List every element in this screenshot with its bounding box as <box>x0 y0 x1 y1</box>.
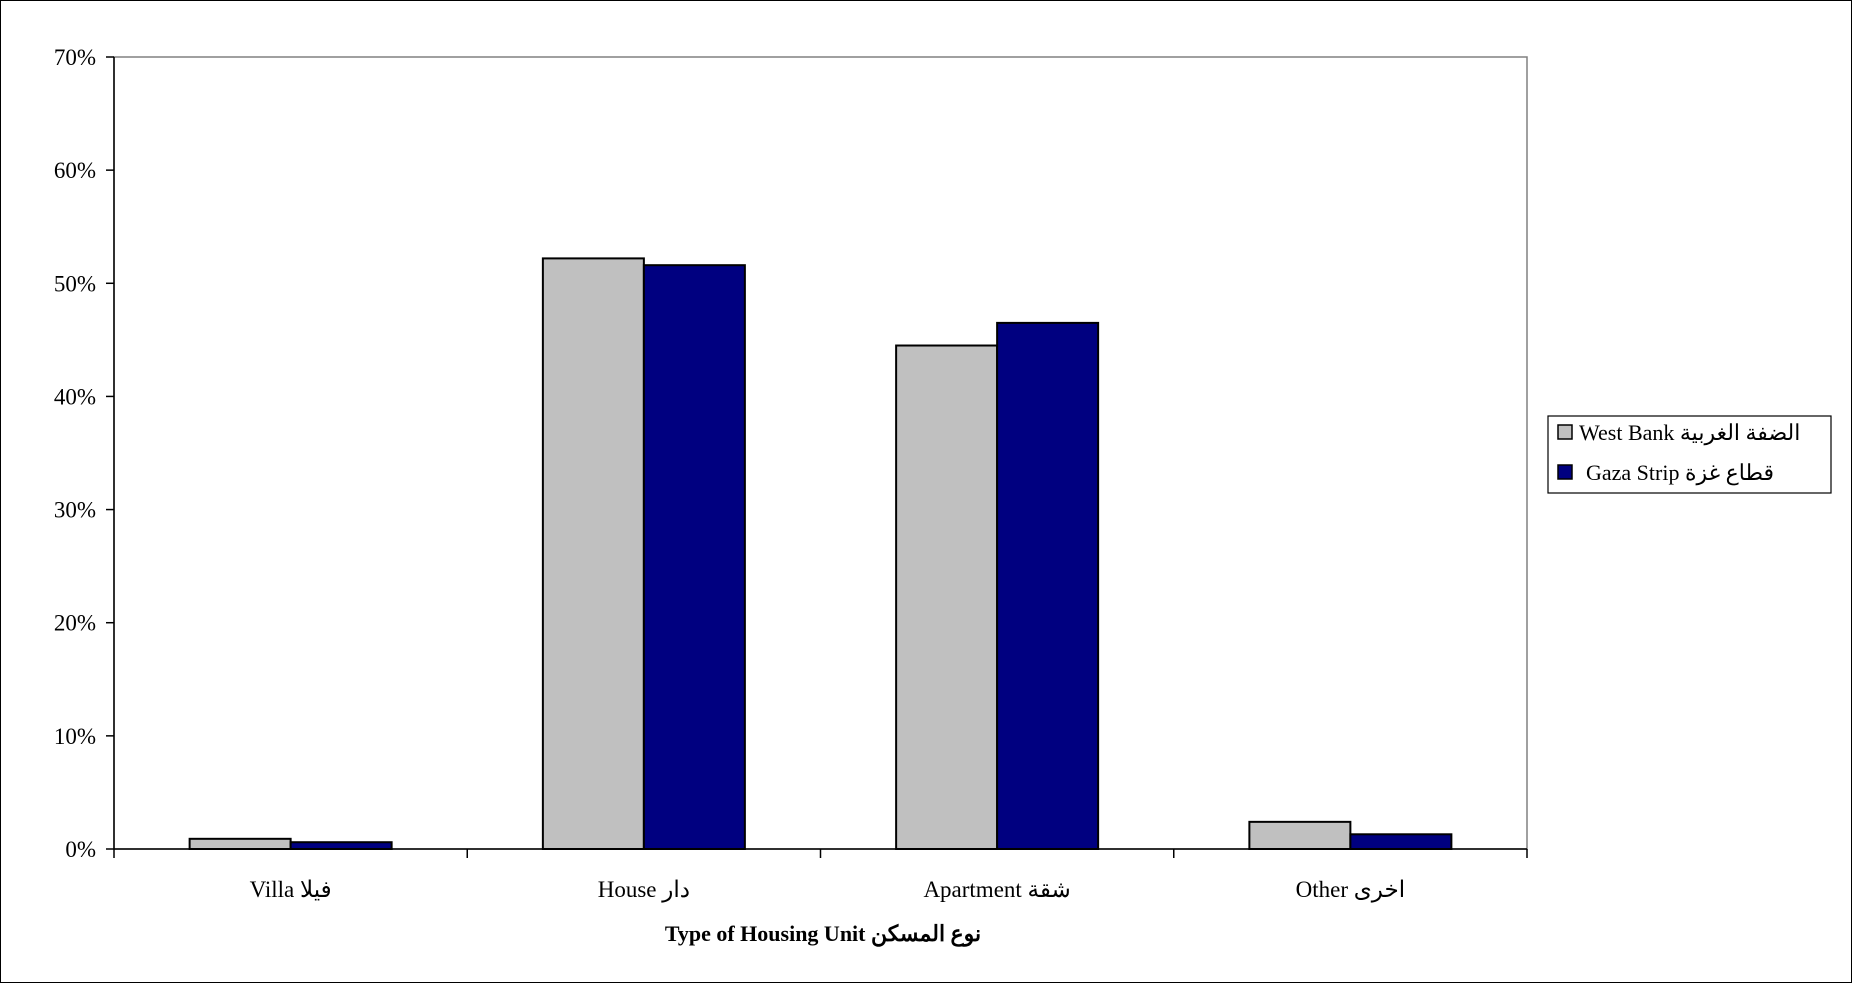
bar-west-bank-house <box>541 257 645 850</box>
legend: West Bank الضفة الغربية Gaza Strip قطاع … <box>1547 415 1832 494</box>
bar-gaza-strip-other <box>1349 833 1453 851</box>
x-tick-label-house: House دار <box>598 877 690 903</box>
y-tick-label-20-pct: 20% <box>54 611 96 636</box>
y-tick-label-70-pct: 70% <box>54 45 96 70</box>
x-tick-label-other: Other اخرى <box>1296 877 1405 903</box>
x-tick-label-villa: Villa فيلا <box>250 877 332 902</box>
x-tick-label-apartment: Apartment شقة <box>923 877 1070 902</box>
labels-group: Villa فيلا House دار Apartment شقة Other اخ… <box>54 45 1405 903</box>
bars-group <box>188 257 1453 851</box>
bar-gaza-strip-apartment <box>996 321 1100 850</box>
bar-gaza-strip-villa <box>289 841 393 850</box>
plot-area <box>113 56 1528 850</box>
y-tick-label-0-pct: 0% <box>65 837 96 862</box>
x-axis-title: Type of Housing Unit نوع المسكن <box>665 921 981 947</box>
y-tick-label-60-pct: 60% <box>54 158 96 183</box>
y-tick-label-30-pct: 30% <box>54 498 96 523</box>
bar-west-bank-villa <box>188 837 292 850</box>
bar-west-bank-other <box>1248 820 1352 850</box>
legend-label-gaza-strip: Gaza Strip قطاع غزة <box>1586 460 1774 486</box>
bar-west-bank-apartment <box>895 344 999 850</box>
y-tick-label-50-pct: 50% <box>54 271 96 296</box>
axes-group <box>106 56 1528 858</box>
legend-box <box>1547 415 1832 494</box>
y-tick-label-40-pct: 40% <box>54 384 96 409</box>
legend-swatch-west-bank <box>1557 424 1573 440</box>
y-tick-label-10-pct: 10% <box>54 724 96 749</box>
legend-label-west-bank: West Bank الضفة الغربية <box>1579 420 1800 446</box>
bar-gaza-strip-house <box>642 264 746 850</box>
legend-swatch-gaza-strip <box>1557 464 1573 480</box>
